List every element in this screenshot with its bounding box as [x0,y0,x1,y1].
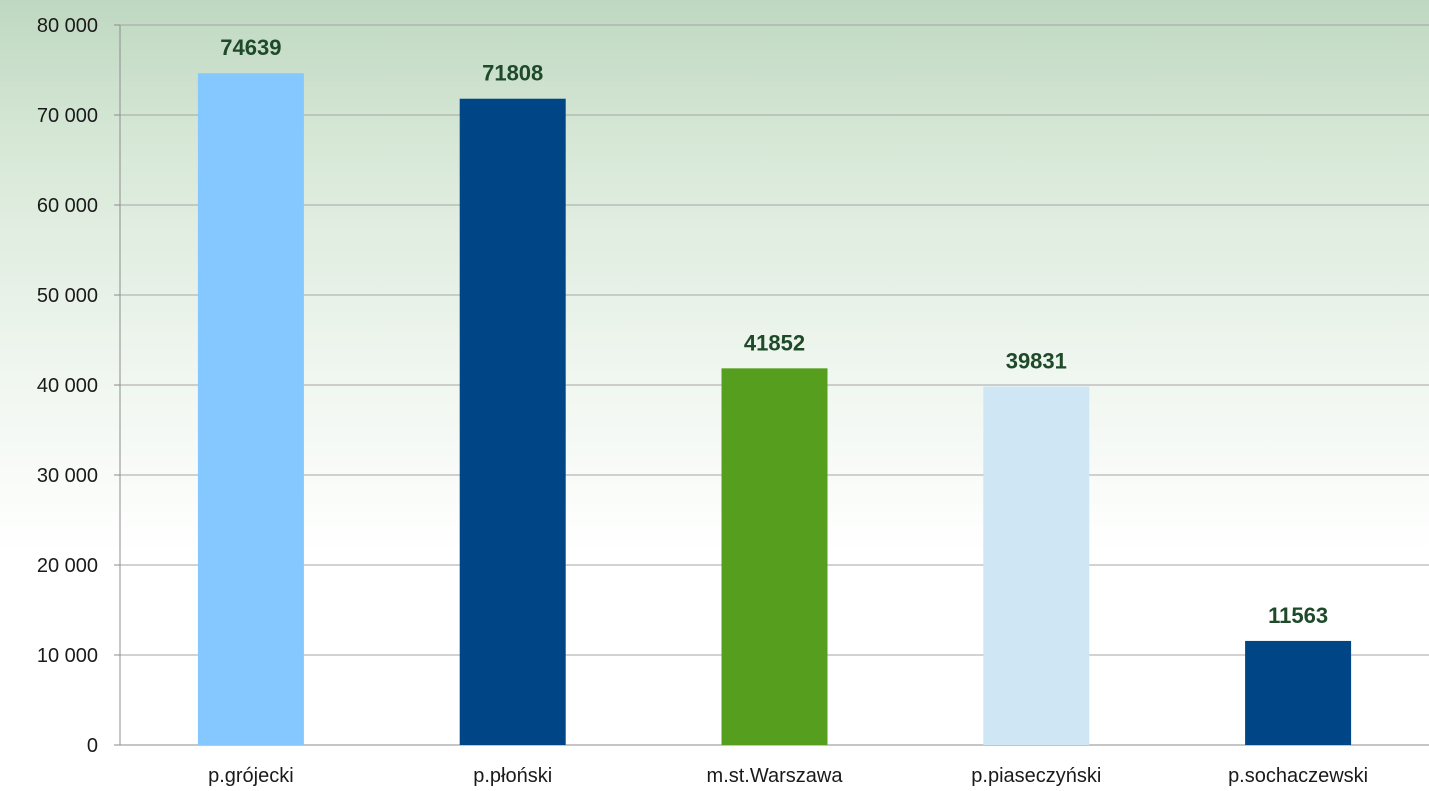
data-label: 74639 [220,35,281,60]
y-tick-label: 40 000 [37,375,98,397]
y-tick-label: 10 000 [37,645,98,667]
bar [459,98,566,745]
y-tick-label: 70 000 [37,105,98,127]
data-label: 71808 [482,61,543,86]
data-label: 41852 [744,330,805,355]
y-tick-labels: 0 10 000 20 000 30 000 40 000 50 000 60 000 70 … [37,15,98,757]
category-label: p.grójecki [208,765,294,787]
data-labels: 74639 71808 41852 39831 11563 [220,35,1328,628]
category-label: p.płoński [473,765,552,787]
data-label: 11563 [1268,603,1328,628]
category-label: p.sochaczewski [1228,765,1368,787]
y-tick-label: 0 [87,735,98,757]
y-tick-label: 60 000 [37,195,98,217]
bar [983,386,1090,745]
data-label: 39831 [1006,349,1067,374]
y-tick-label: 30 000 [37,465,98,487]
category-labels: p.grójecki p.płoński m.st.Warszawa p.piasec… [208,765,1368,787]
bar [197,73,304,745]
y-tick-label: 50 000 [37,285,98,307]
y-tick-label: 80 000 [37,15,98,37]
bar [1245,640,1352,745]
bar [721,368,828,745]
category-label: m.st.Warszawa [707,765,844,787]
category-label: p.piaseczyński [971,765,1101,787]
y-tick-label: 20 000 [37,555,98,577]
bars [197,73,1352,745]
